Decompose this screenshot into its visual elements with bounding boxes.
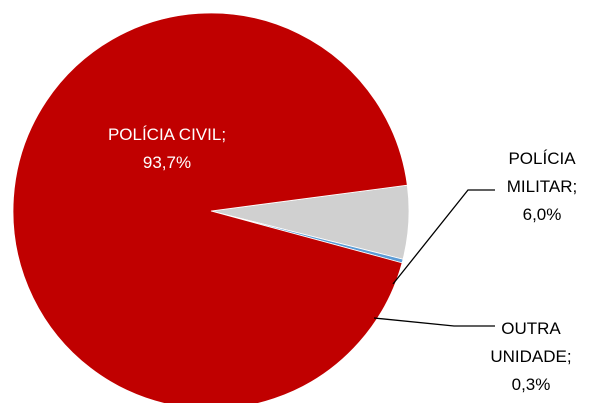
- label-policia-militar-name-2: MILITAR;: [507, 177, 578, 196]
- label-policia-militar-name-1: POLÍCIA: [508, 149, 576, 168]
- label-outra-unidade-value: 0,3%: [512, 375, 551, 394]
- label-outra-unidade-name-2: UNIDADE;: [490, 347, 571, 366]
- leader-line-policia-militar: [392, 189, 495, 285]
- label-outra-unidade-name-1: OUTRA: [501, 319, 561, 338]
- slice-policia-civil: [12, 12, 408, 403]
- pie-slices: [12, 12, 410, 403]
- leader-line-outra-unidade: [373, 317, 495, 327]
- label-policia-civil-name: POLÍCIA CIVIL;: [108, 125, 226, 144]
- label-policia-civil-value: 93,7%: [143, 153, 191, 172]
- label-policia-militar-value: 6,0%: [523, 205, 562, 224]
